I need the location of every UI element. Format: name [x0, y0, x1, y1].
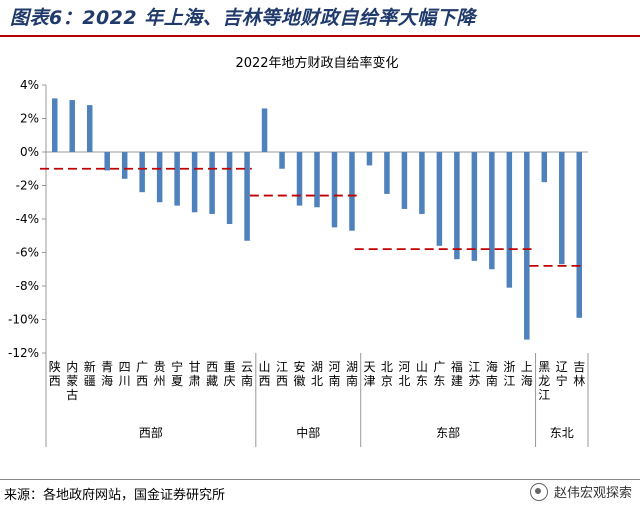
- category-label: 江苏: [468, 360, 480, 388]
- category-label: 西藏: [206, 360, 218, 388]
- bar-20: [384, 152, 390, 194]
- category-label: 山西: [259, 360, 271, 388]
- figure-title: 图表6：2022 年上海、吉林等地财政自给率大幅下降: [10, 7, 476, 29]
- category-label: 四川: [119, 360, 131, 388]
- bar-16: [314, 152, 320, 208]
- bar-5: [121, 152, 128, 179]
- bar-23: [436, 152, 443, 246]
- y-tick-label: 2%: [20, 112, 39, 126]
- bar-18: [349, 152, 355, 231]
- y-tick-label: 4%: [20, 78, 39, 92]
- category-label: 内蒙古: [66, 360, 78, 402]
- source-rule: [0, 479, 640, 480]
- category-label: 山东: [416, 360, 428, 388]
- y-tick-label: -8%: [16, 279, 39, 293]
- bar-12: [244, 152, 250, 241]
- category-label: 江西: [276, 360, 288, 388]
- bar-2: [69, 100, 75, 152]
- category-label: 重庆: [224, 360, 236, 388]
- category-label: 河北: [398, 360, 410, 388]
- bar-31: [576, 152, 583, 318]
- bar-26: [489, 152, 495, 270]
- bar-29: [541, 152, 548, 183]
- bar-10: [209, 152, 215, 214]
- group-label: 西部: [139, 425, 163, 440]
- category-label: 云南: [241, 360, 253, 388]
- y-tick-label: -4%: [16, 212, 39, 226]
- bar-7: [156, 152, 163, 203]
- bar-3: [86, 105, 93, 152]
- group-label: 东北: [550, 426, 574, 440]
- bar-13: [261, 108, 268, 152]
- bar-1: [51, 98, 58, 152]
- bar-4: [104, 152, 110, 171]
- title-rule: [0, 35, 640, 37]
- category-label: 贵州: [154, 360, 166, 388]
- bar-27: [506, 152, 513, 288]
- category-label: 吉林: [573, 360, 585, 388]
- source-note: 来源：各地政府网站，国金证券研究所: [4, 488, 226, 503]
- category-label: 河南: [328, 360, 340, 388]
- bar-9: [191, 152, 198, 213]
- category-label: 北京: [381, 360, 393, 388]
- bar-8: [174, 152, 180, 206]
- bar-17: [331, 152, 338, 228]
- category-label: 陕西: [49, 359, 61, 388]
- category-label: 福建: [451, 359, 463, 388]
- bar-11: [226, 152, 233, 225]
- category-label: 宁夏: [171, 359, 183, 388]
- category-label: 浙江: [503, 360, 515, 388]
- category-label: 黑龙江: [538, 360, 550, 402]
- watermark-text: 赵伟宏观探索: [553, 486, 632, 501]
- category-label: 广东: [433, 360, 445, 388]
- group-label: 中部: [296, 425, 320, 440]
- bar-21: [401, 152, 408, 209]
- bar-25: [471, 152, 478, 261]
- category-label: 湖南: [346, 359, 358, 388]
- bar-15: [296, 152, 303, 206]
- y-tick-label: -6%: [16, 246, 39, 260]
- bar-6: [139, 152, 145, 193]
- y-tick-label: -2%: [16, 179, 39, 193]
- category-label: 上海: [521, 360, 533, 388]
- y-tick-label: -12%: [8, 346, 39, 360]
- category-label: 湖北: [311, 359, 323, 388]
- bar-28: [524, 152, 530, 340]
- bar-22: [419, 152, 425, 214]
- category-label: 辽宁: [556, 360, 568, 388]
- bar-24: [454, 152, 460, 260]
- category-label: 安徽: [294, 359, 306, 388]
- wechat-icon: [529, 482, 548, 501]
- category-label: 天津: [363, 360, 375, 388]
- category-label: 广西: [136, 360, 148, 388]
- chart-title: 2022年地方财政自给率变化: [235, 55, 398, 71]
- category-label: 海南: [486, 359, 498, 388]
- bar-30: [559, 152, 565, 265]
- watermark: 赵伟宏观探索: [529, 482, 632, 501]
- bar-14: [279, 152, 285, 169]
- group-label: 东部: [436, 425, 460, 440]
- bar-19: [366, 152, 373, 166]
- category-label: 甘肃: [189, 360, 201, 388]
- y-tick-label: 0%: [20, 145, 39, 159]
- category-label: 新疆: [84, 359, 96, 388]
- y-tick-label: -10%: [8, 313, 39, 327]
- bar-chart: 2022年地方财政自给率变化 4% 2% 0% -2% -4% -6% -8% -10% -12%…: [8, 55, 589, 447]
- category-label: 青海: [101, 360, 113, 388]
